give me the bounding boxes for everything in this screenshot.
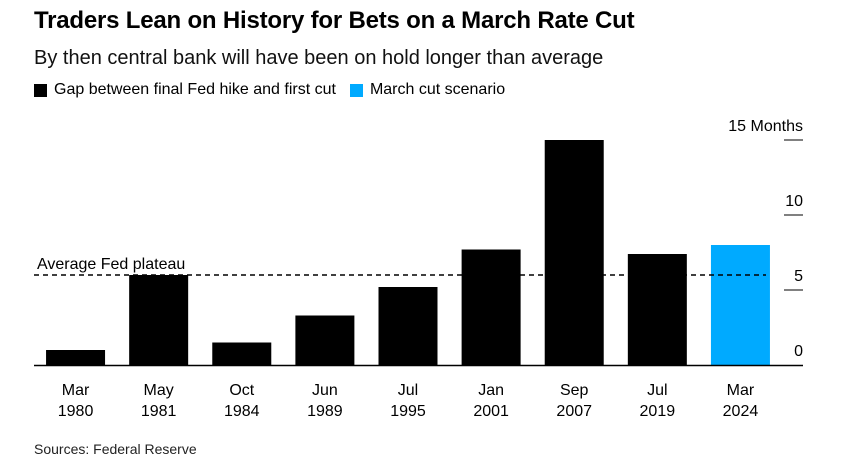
bar bbox=[461, 249, 521, 365]
x-tick-label-month: Jul bbox=[398, 382, 418, 399]
x-tick-label-month: Oct bbox=[229, 382, 254, 399]
reference-line-label: Average Fed plateau bbox=[37, 256, 185, 273]
legend-swatch-gap bbox=[34, 83, 47, 97]
bar bbox=[129, 275, 189, 365]
legend-item-scenario: March cut scenario bbox=[349, 81, 506, 99]
y-tick-label: 0 bbox=[794, 343, 803, 360]
x-tick-label-year: 1995 bbox=[390, 403, 426, 420]
y-tick-label: 5 bbox=[794, 268, 803, 285]
bar bbox=[46, 350, 106, 365]
x-tick-label-month: Jan bbox=[478, 382, 504, 399]
x-tick-label-year: 1981 bbox=[141, 403, 177, 420]
x-tick-label-year: 1984 bbox=[224, 403, 260, 420]
x-tick-label-month: Jul bbox=[647, 382, 667, 399]
y-tick-label: 10 bbox=[785, 193, 803, 210]
x-tick-label-month: Mar bbox=[62, 382, 90, 399]
x-tick-label-month: Jun bbox=[312, 382, 338, 399]
bar bbox=[212, 342, 272, 365]
bar bbox=[378, 287, 438, 365]
bar bbox=[295, 315, 355, 365]
legend-label-scenario: March cut scenario bbox=[369, 81, 506, 98]
chart-title: Traders Lean on History for Bets on a Ma… bbox=[34, 7, 635, 34]
x-tick-label-year: 1980 bbox=[58, 403, 94, 420]
bar bbox=[627, 254, 687, 365]
legend-item-gap: Gap between final Fed hike and first cut bbox=[34, 81, 336, 99]
bar-scenario bbox=[710, 245, 770, 365]
x-tick-label-month: Mar bbox=[727, 382, 755, 399]
bar bbox=[544, 140, 604, 365]
x-tick-label-year: 2019 bbox=[640, 403, 676, 420]
source-note: Sources: Federal Reserve bbox=[34, 441, 197, 457]
x-tick-label-year: 2007 bbox=[556, 403, 592, 420]
x-tick-label-month: May bbox=[144, 382, 174, 399]
legend-swatch-scenario bbox=[349, 83, 363, 97]
x-tick-label-year: 2001 bbox=[473, 403, 509, 420]
chart-subtitle: By then central bank will have been on h… bbox=[34, 47, 604, 69]
x-tick-label-year: 1989 bbox=[307, 403, 343, 420]
legend: Gap between final Fed hike and first cut… bbox=[34, 81, 519, 99]
x-tick-label-year: 2024 bbox=[723, 403, 759, 420]
y-tick-label: 15 Months bbox=[728, 118, 803, 135]
x-tick-label-month: Sep bbox=[560, 382, 589, 399]
legend-label-gap: Gap between final Fed hike and first cut bbox=[54, 81, 336, 98]
